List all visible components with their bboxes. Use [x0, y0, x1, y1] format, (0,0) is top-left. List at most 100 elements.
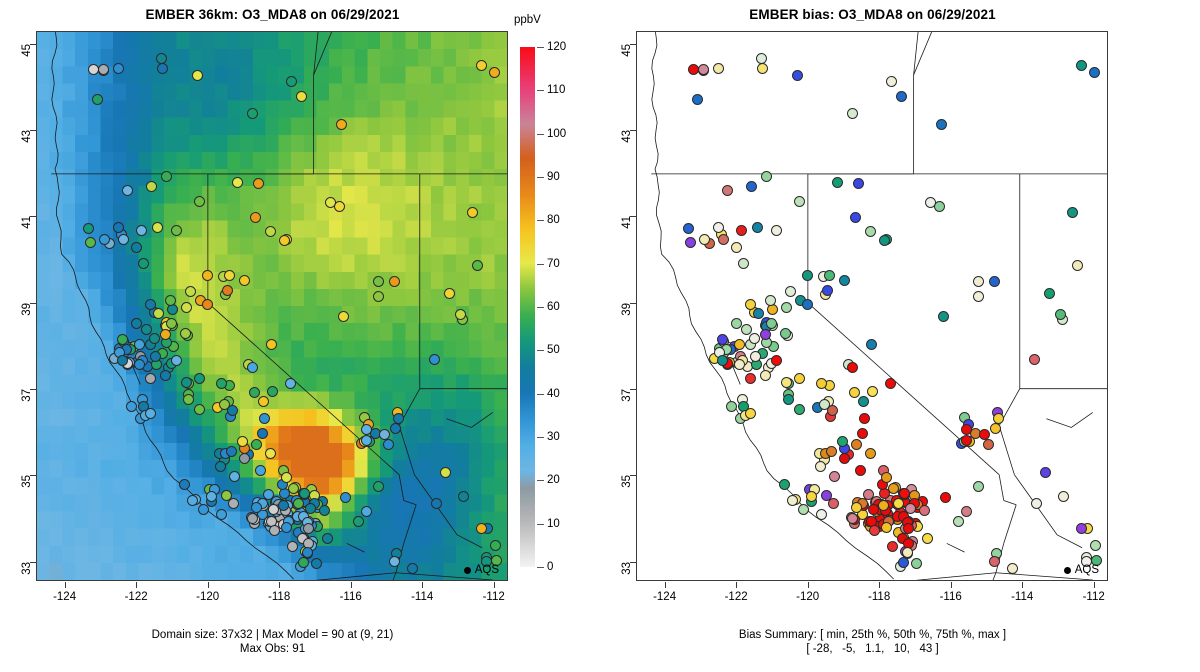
station-marker[interactable] — [730, 318, 742, 329]
station-marker[interactable] — [475, 522, 487, 534]
station-marker[interactable] — [97, 64, 109, 76]
station-marker[interactable] — [753, 307, 765, 319]
station-marker[interactable] — [733, 359, 745, 370]
station-marker[interactable] — [285, 378, 297, 390]
station-marker[interactable] — [780, 301, 792, 313]
station-marker[interactable] — [867, 504, 879, 515]
station-marker[interactable] — [858, 395, 870, 407]
station-marker[interactable] — [1075, 522, 1087, 534]
station-marker[interactable] — [180, 301, 192, 313]
station-marker[interactable] — [1071, 260, 1083, 272]
station-marker[interactable] — [818, 399, 830, 411]
station-marker[interactable] — [885, 76, 897, 87]
station-marker[interactable] — [193, 403, 205, 415]
station-marker[interactable] — [99, 234, 111, 246]
station-marker[interactable] — [865, 225, 877, 237]
station-marker[interactable] — [1043, 288, 1055, 300]
station-marker[interactable] — [850, 501, 862, 513]
station-marker[interactable] — [218, 399, 230, 411]
station-marker[interactable] — [202, 270, 213, 282]
station-marker[interactable] — [266, 339, 277, 350]
station-marker[interactable] — [745, 181, 757, 193]
station-marker[interactable] — [858, 412, 870, 424]
station-marker[interactable] — [112, 62, 124, 74]
station-marker[interactable] — [712, 62, 724, 74]
station-marker[interactable] — [164, 295, 176, 307]
station-marker[interactable] — [285, 76, 297, 87]
station-marker[interactable] — [258, 395, 270, 407]
station-marker[interactable] — [961, 434, 972, 446]
station-marker[interactable] — [372, 480, 384, 492]
station-marker[interactable] — [145, 407, 157, 419]
station-marker[interactable] — [85, 237, 96, 249]
station-marker[interactable] — [864, 447, 876, 459]
station-marker[interactable] — [1028, 354, 1040, 365]
station-marker[interactable] — [431, 497, 443, 509]
station-marker[interactable] — [1031, 497, 1043, 509]
station-marker[interactable] — [305, 503, 317, 515]
station-marker[interactable] — [388, 275, 400, 287]
station-marker[interactable] — [854, 465, 866, 476]
station-marker[interactable] — [781, 376, 793, 388]
station-marker[interactable] — [145, 373, 157, 385]
station-marker[interactable] — [682, 222, 694, 234]
station-marker[interactable] — [733, 338, 745, 350]
station-marker[interactable] — [751, 222, 763, 234]
station-marker[interactable] — [302, 522, 314, 534]
station-marker[interactable] — [337, 310, 349, 322]
station-marker[interactable] — [749, 332, 761, 344]
station-marker[interactable] — [972, 276, 984, 288]
station-marker[interactable] — [131, 242, 142, 254]
station-marker[interactable] — [247, 107, 259, 119]
station-marker[interactable] — [745, 407, 757, 419]
station-marker[interactable] — [181, 376, 193, 388]
station-marker[interactable] — [116, 354, 128, 366]
station-marker[interactable] — [471, 260, 483, 272]
station-marker[interactable] — [126, 400, 138, 412]
station-marker[interactable] — [982, 439, 994, 451]
station-marker[interactable] — [838, 274, 850, 286]
station-marker[interactable] — [972, 480, 984, 492]
station-marker[interactable] — [373, 291, 385, 303]
station-marker[interactable] — [717, 234, 729, 245]
station-marker[interactable] — [936, 119, 948, 130]
station-marker[interactable] — [287, 540, 299, 552]
station-marker[interactable] — [263, 488, 275, 500]
station-marker[interactable] — [153, 307, 165, 319]
station-marker[interactable] — [839, 452, 851, 464]
station-marker[interactable] — [815, 460, 826, 472]
station-marker[interactable] — [319, 505, 330, 516]
station-marker[interactable] — [278, 500, 290, 512]
station-marker[interactable] — [794, 196, 806, 208]
station-marker[interactable] — [782, 394, 794, 406]
station-marker[interactable] — [197, 504, 209, 516]
station-marker[interactable] — [737, 257, 749, 269]
station-marker[interactable] — [257, 427, 268, 439]
station-marker[interactable] — [821, 284, 833, 296]
station-marker[interactable] — [160, 329, 171, 340]
station-marker[interactable] — [133, 338, 145, 350]
station-marker[interactable] — [227, 405, 239, 417]
station-marker[interactable] — [716, 354, 728, 366]
station-marker[interactable] — [717, 334, 729, 346]
station-marker[interactable] — [171, 355, 183, 367]
station-marker[interactable] — [793, 403, 805, 415]
station-marker[interactable] — [990, 422, 1001, 434]
station-marker[interactable] — [849, 387, 860, 399]
station-marker[interactable] — [160, 171, 172, 183]
station-marker[interactable] — [1007, 562, 1019, 574]
station-marker[interactable] — [475, 59, 487, 71]
station-marker[interactable] — [897, 556, 909, 568]
station-marker[interactable] — [215, 460, 226, 472]
station-marker[interactable] — [179, 328, 191, 340]
station-marker[interactable] — [685, 237, 696, 249]
station-marker[interactable] — [902, 522, 914, 534]
station-marker[interactable] — [881, 471, 893, 483]
station-marker[interactable] — [228, 497, 240, 509]
station-marker[interactable] — [239, 452, 251, 464]
station-marker[interactable] — [360, 424, 372, 436]
station-marker[interactable] — [852, 178, 864, 190]
station-marker[interactable] — [281, 471, 293, 483]
station-marker[interactable] — [360, 506, 372, 518]
station-marker[interactable] — [149, 332, 161, 344]
